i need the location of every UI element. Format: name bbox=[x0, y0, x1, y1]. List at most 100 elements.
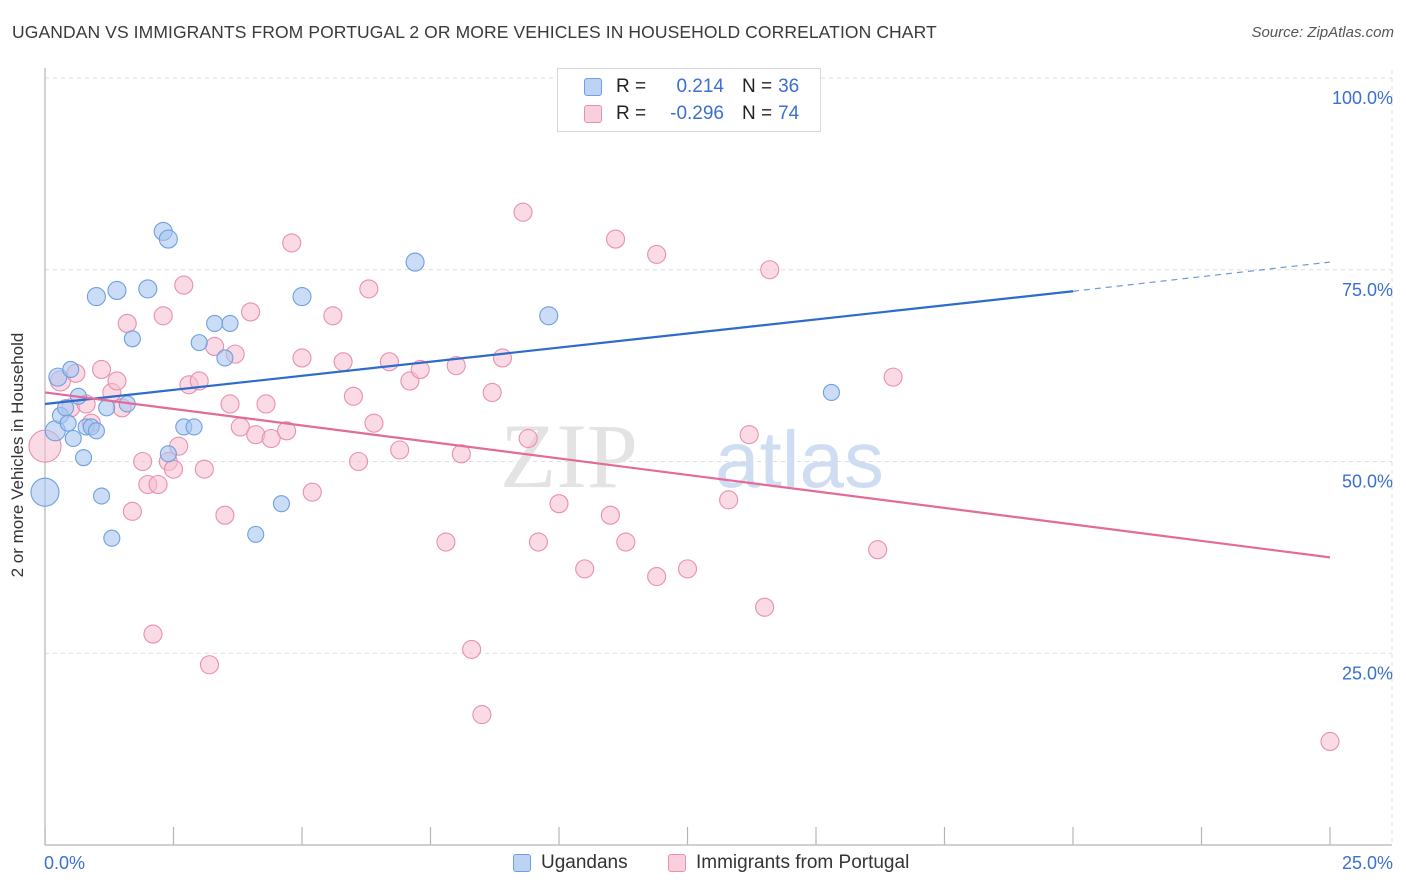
data-point-ugandans bbox=[107, 280, 127, 301]
data-point-portugal bbox=[215, 505, 235, 525]
data-point-ugandans bbox=[87, 422, 105, 440]
legend-swatch-portugal bbox=[584, 105, 602, 123]
data-point-portugal bbox=[462, 639, 482, 659]
data-point-portugal bbox=[390, 440, 410, 460]
legend-row-portugal: R = -0.296 N = 74 bbox=[584, 102, 799, 126]
data-point-portugal bbox=[261, 428, 281, 449]
data-point-ugandans bbox=[64, 429, 82, 448]
legend-item-ugandans: Ugandans bbox=[513, 852, 628, 874]
legend-r-value: 0.214 bbox=[676, 76, 724, 97]
data-point-ugandans bbox=[48, 367, 68, 387]
data-point-portugal bbox=[91, 359, 112, 380]
data-point-portugal bbox=[122, 501, 142, 521]
data-point-ugandans bbox=[59, 414, 77, 432]
legend-r-label: R = bbox=[616, 103, 647, 124]
legend-n-value: 36 bbox=[778, 76, 800, 97]
legend-n-value: 74 bbox=[778, 103, 800, 124]
data-point-ugandans bbox=[247, 525, 265, 543]
data-point-portugal bbox=[549, 494, 569, 514]
legend-n-label: N = bbox=[742, 76, 773, 97]
data-point-ugandans bbox=[158, 229, 178, 249]
series-immigrants-from-portugal bbox=[28, 202, 1340, 752]
data-point-ugandans bbox=[86, 287, 106, 307]
data-point-portugal bbox=[436, 532, 456, 552]
data-point-ugandans bbox=[221, 314, 239, 332]
data-point-portugal bbox=[133, 451, 153, 472]
data-point-ugandans bbox=[190, 334, 208, 352]
data-point-portugal bbox=[359, 279, 379, 299]
data-point-portugal bbox=[364, 413, 384, 433]
data-point-portugal bbox=[528, 532, 548, 552]
data-point-ugandans bbox=[292, 287, 312, 307]
data-point-portugal bbox=[647, 244, 667, 264]
watermark-atlas: atlas bbox=[715, 415, 884, 504]
data-point-portugal bbox=[117, 313, 137, 333]
tick-labels: 100.0% 75.0% 50.0% 25.0% 0.0% 25.0% bbox=[44, 88, 1393, 873]
data-point-portugal bbox=[600, 505, 620, 525]
data-point-portugal bbox=[174, 275, 194, 295]
data-point-ugandans bbox=[62, 360, 80, 379]
data-point-portugal bbox=[333, 352, 353, 372]
data-point-portugal bbox=[256, 394, 276, 414]
data-point-ugandans bbox=[123, 330, 141, 348]
data-point-portugal bbox=[348, 451, 369, 472]
legend-r-value: -0.296 bbox=[670, 103, 724, 124]
data-point-portugal bbox=[868, 540, 888, 560]
data-point-portugal bbox=[647, 566, 667, 587]
data-point-portugal bbox=[241, 302, 261, 322]
data-point-portugal bbox=[199, 655, 220, 675]
legend-label-ugandans: Ugandans bbox=[541, 852, 628, 873]
x-tick-label: 0.0% bbox=[44, 853, 85, 873]
correlation-legend: R = 0.214 N = 36 R = -0.296 N = 74 bbox=[557, 68, 821, 132]
data-point-portugal bbox=[605, 229, 626, 249]
data-point-ugandans bbox=[103, 529, 121, 547]
data-point-portugal bbox=[677, 559, 698, 579]
data-point-portugal bbox=[446, 356, 466, 376]
data-point-ugandans bbox=[92, 487, 111, 505]
data-point-portugal bbox=[616, 532, 636, 552]
data-point-portugal bbox=[343, 386, 363, 406]
data-point-ugandans bbox=[75, 449, 93, 467]
data-point-ugandans bbox=[138, 279, 158, 299]
trend-lines bbox=[44, 261, 1331, 559]
series-ugandans bbox=[30, 221, 840, 547]
data-point-portugal bbox=[143, 624, 163, 644]
legend-swatch-portugal bbox=[668, 854, 686, 872]
data-point-ugandans bbox=[185, 418, 203, 436]
data-point-ugandans bbox=[30, 477, 60, 507]
data-point-portugal bbox=[760, 260, 780, 280]
data-point-portugal bbox=[492, 348, 513, 368]
data-point-portugal bbox=[575, 559, 595, 579]
legend-swatch-ugandans bbox=[513, 854, 531, 872]
y-tick-label: 75.0% bbox=[1342, 280, 1393, 300]
legend-label-portugal: Immigrants from Portugal bbox=[696, 852, 910, 873]
y-tick-label: 100.0% bbox=[1332, 88, 1393, 108]
data-point-ugandans bbox=[405, 252, 425, 272]
y-axis-label: 2 or more Vehicles in Household bbox=[8, 332, 27, 578]
data-point-portugal bbox=[220, 394, 240, 414]
data-point-portugal bbox=[739, 425, 759, 445]
trend-line-ugandans bbox=[44, 290, 1074, 406]
data-point-portugal bbox=[148, 474, 168, 495]
data-point-portugal bbox=[277, 421, 297, 441]
data-point-portugal bbox=[292, 348, 312, 368]
series-legend: Ugandans Immigrants from Portugal bbox=[0, 852, 1406, 876]
data-point-portugal bbox=[194, 459, 214, 479]
data-point-portugal bbox=[472, 705, 492, 725]
data-point-portugal bbox=[153, 306, 173, 326]
data-point-portugal bbox=[518, 428, 538, 449]
source-credit: Source: ZipAtlas.com bbox=[1251, 24, 1394, 41]
data-point-portugal bbox=[163, 459, 184, 479]
data-point-portugal bbox=[323, 306, 343, 326]
legend-row-ugandans: R = 0.214 N = 36 bbox=[584, 75, 799, 99]
data-point-portugal bbox=[513, 202, 533, 222]
data-point-portugal bbox=[302, 482, 322, 502]
x-tick-label: 25.0% bbox=[1342, 853, 1393, 873]
legend-n-label: N = bbox=[742, 103, 773, 124]
data-point-portugal bbox=[107, 371, 127, 391]
data-point-portugal bbox=[883, 367, 903, 387]
data-point-ugandans bbox=[822, 383, 840, 402]
watermark-zip: ZIP bbox=[500, 405, 638, 507]
data-point-ugandans bbox=[539, 306, 559, 326]
